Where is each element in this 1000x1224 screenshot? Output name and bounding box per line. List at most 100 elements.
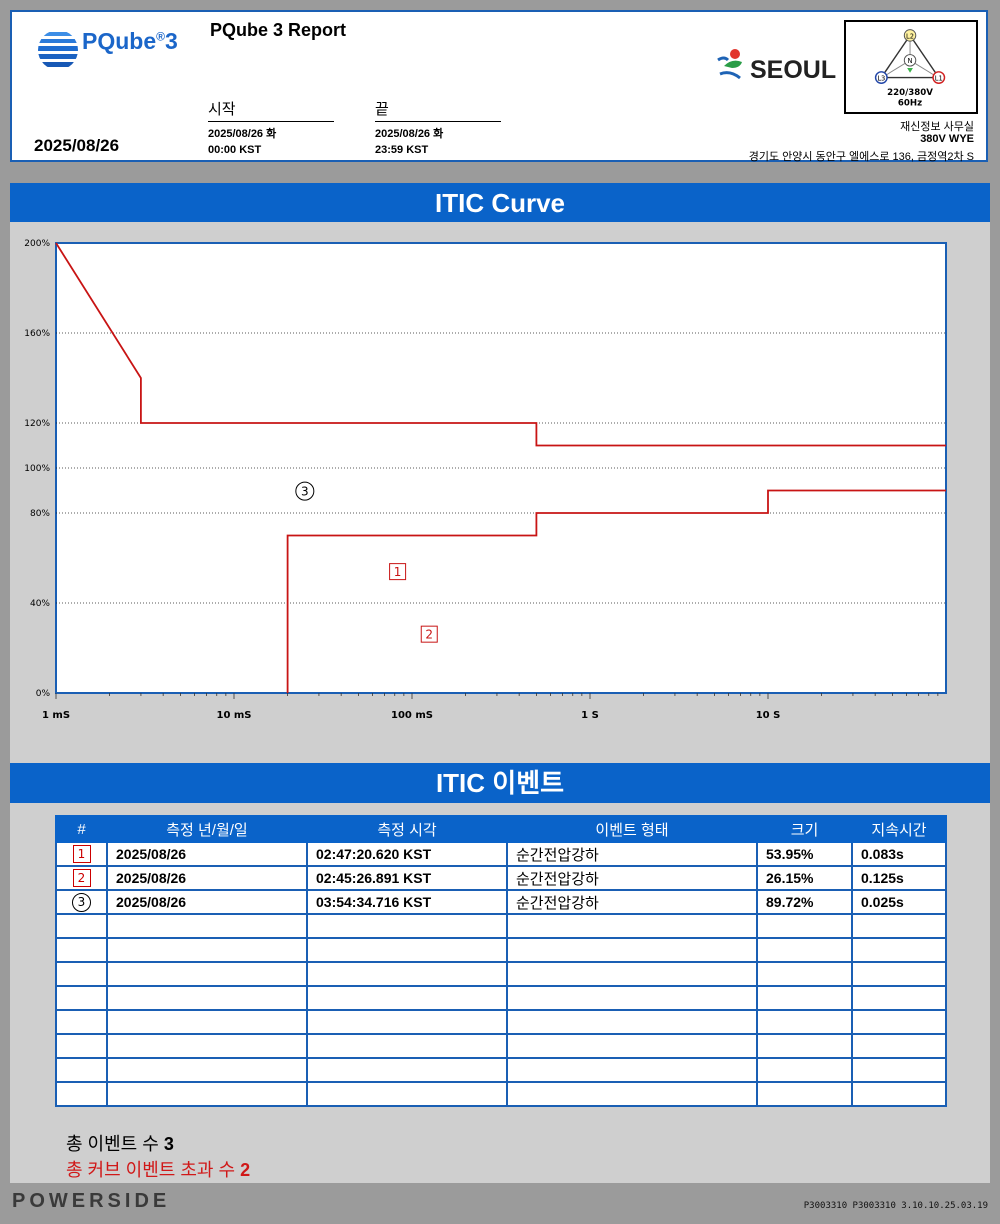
end-block: 끝 2025/08/26 화 23:59 KST [375,98,501,156]
event-marker-circle [295,481,315,501]
event-magnitude: 53.95% [756,841,853,867]
y-tick-label: 0% [36,689,51,699]
table-cell-empty [306,961,508,987]
table-cell-empty [55,937,108,963]
table-cell-empty [756,1033,853,1059]
start-block: 시작 2025/08/26 화 00:00 KST [208,98,334,156]
site-config: 380V WYE [920,133,974,145]
table-cell-empty [55,1009,108,1035]
event-duration: 0.083s [851,841,947,867]
table-cell-empty [55,961,108,987]
event-type: 순간전압강하 [506,841,758,867]
x-tick-label: 1 S [581,710,599,721]
table-cell-empty [55,1033,108,1059]
start-label: 시작 [208,98,334,122]
table-cell-empty [506,1081,758,1107]
y-tick-label: 80% [30,509,50,519]
chart-section-title: ITIC Curve [10,183,990,223]
table-cell-empty [506,961,758,987]
table-row-empty [55,1081,947,1107]
event-marker-1: 1 [389,563,407,581]
table-cell-empty [756,961,853,987]
event-id: 2 [55,865,108,891]
table-row-empty [55,961,947,987]
itic-lower-curve [286,489,946,693]
table-cell-empty [306,937,508,963]
itic-upper-curve [55,242,946,447]
table-cell-empty [306,1009,508,1035]
table-header-row: # 측정 년/월/일 측정 시각 이벤트 형태 크기 지속시간 [55,815,947,843]
table-row-empty [55,1009,947,1035]
event-marker-label: 2 [425,628,433,642]
x-tick-label: 10 S [756,710,781,721]
event-marker-box [420,625,438,643]
report-title: PQube 3 Report [210,20,347,40]
partner-logo: SEOUL [750,56,837,84]
event-duration: 0.025s [851,889,947,915]
event-date: 2025/08/26 [106,889,308,915]
event-id: 1 [55,841,108,867]
table-row: 1 2025/08/26 02:47:20.620 KST 순간전압강하 53.95% 0… [55,841,947,867]
y-tick-label: 200% [24,239,50,249]
event-marker-box [389,563,407,581]
event-marker-2: 2 [420,625,438,643]
col-header-magnitude: 크기 [756,815,853,843]
total-curve-exceed: 총 커브 이벤트 초과 수 2 [66,1160,251,1180]
event-time: 03:54:34.716 KST [306,889,508,915]
table-cell-empty [851,961,947,987]
table-cell-empty [106,961,308,987]
end-date: 2025/08/26 화 [375,128,444,140]
table-cell-empty [756,1057,853,1083]
start-time: 00:00 KST [208,144,262,156]
x-tick-label: 100 mS [391,710,433,721]
site-address: 경기도 안양시 동안구 엘에스로 136, 금정역2차 S [748,151,974,163]
event-marker-label: 3 [301,485,309,499]
col-header-id: # [55,815,108,843]
table-cell-empty [306,1033,508,1059]
table-row: 3 2025/08/26 03:54:34.716 KST 순간전압강하 89.72% 0… [55,889,947,915]
wiring-label-l2: L2 [906,32,914,40]
event-marker-3: 3 [295,481,315,501]
table-cell-empty [851,913,947,939]
events-section-title: ITIC 이벤트 [10,763,990,803]
wiring-label-l1: L1 [935,74,943,82]
event-magnitude: 26.15% [756,865,853,891]
table-cell-empty [106,1009,308,1035]
table-cell-empty [306,1057,508,1083]
wiring-label-n: N [908,57,913,65]
table-cell-empty [306,985,508,1011]
table-cell-empty [306,913,508,939]
chart-panel: 0% 40% 80% 100% 120% 160% 200% 1 mS 10 mS 100 mS 1… [10,222,990,765]
event-duration: 0.125s [851,865,947,891]
table-cell-empty [756,1081,853,1107]
footer-device-id: P3003310 P3003310 3.10.10.25.03.19 [803,1201,988,1211]
y-tick-label: 40% [30,599,50,609]
table-cell-empty [756,937,853,963]
table-cell-empty [756,913,853,939]
table-cell-empty [851,985,947,1011]
end-label: 끝 [375,98,501,122]
event-date: 2025/08/26 [106,865,308,891]
event-time: 02:45:26.891 KST [306,865,508,891]
table-cell-empty [851,1009,947,1035]
table-cell-empty [506,1009,758,1035]
pqube-logo-icon [38,30,78,70]
event-id-marker: 1 [72,845,91,863]
table-cell-empty [106,913,308,939]
col-header-time: 측정 시각 [306,815,508,843]
start-date: 2025/08/26 화 [208,128,277,140]
events-panel: # 측정 년/월/일 측정 시각 이벤트 형태 크기 지속시간 1 2025/08… [10,803,990,1183]
table-cell-empty [506,913,758,939]
table-cell-empty [106,1057,308,1083]
col-header-date: 측정 년/월/일 [106,815,308,843]
events-table: # 측정 년/월/일 측정 시각 이벤트 형태 크기 지속시간 1 2025/08… [55,815,947,1107]
table-row: 2 2025/08/26 02:45:26.891 KST 순간전압강하 26.15% 0… [55,865,947,891]
table-row-empty [55,1033,947,1059]
event-type: 순간전압강하 [506,889,758,915]
table-cell-empty [306,1081,508,1107]
wiring-voltage: 220/380V [887,88,933,98]
seoul-logo-icon [717,49,742,80]
itic-chart: 0% 40% 80% 100% 120% 160% 200% 1 mS 10 mS 100 mS 1… [24,239,947,721]
table-row-empty [55,985,947,1011]
col-header-duration: 지속시간 [851,815,947,843]
